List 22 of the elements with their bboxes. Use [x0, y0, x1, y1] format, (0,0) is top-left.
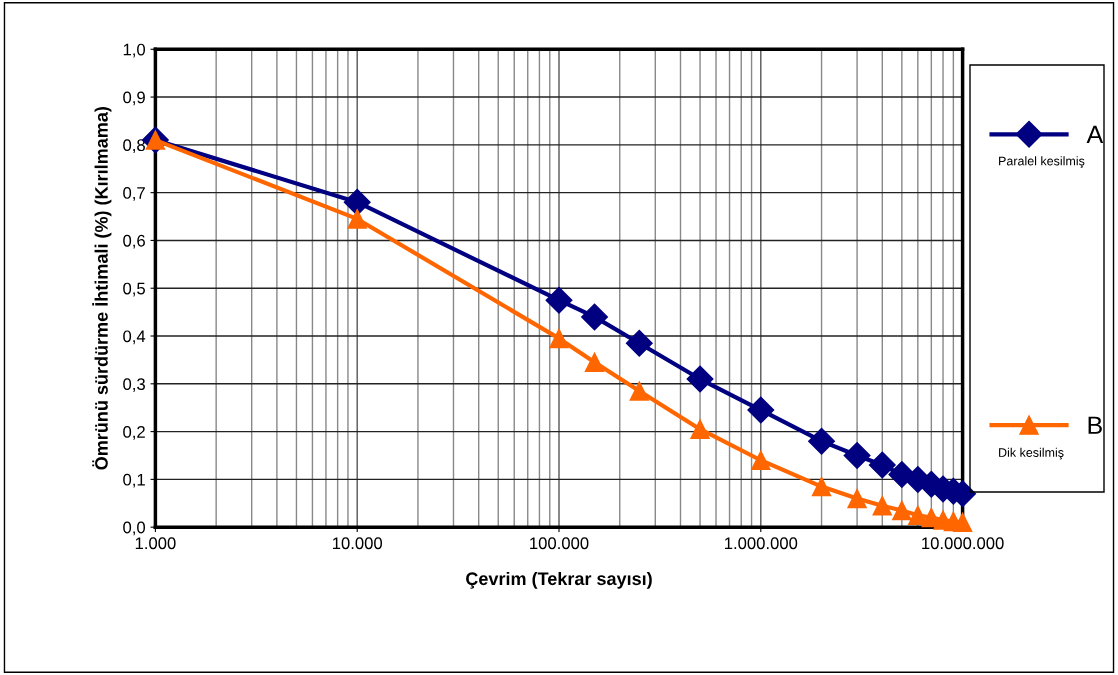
x-tick-label: 10.000.000: [922, 537, 1004, 550]
text: Paralel kesilmiş: [999, 156, 1085, 168]
y-tick-label: 0,2: [123, 426, 145, 440]
x-tick-label: 1.000.000: [725, 537, 798, 550]
y-tick-label: 0,9: [123, 91, 145, 106]
y-tick-label: 0,7: [123, 187, 145, 201]
y-tick-label: 1,0: [123, 43, 146, 58]
y-tick-label: 0,8: [123, 139, 145, 154]
x-tick-label: 100.000: [530, 537, 589, 550]
y-tick-label: 0,6: [123, 234, 145, 249]
x-tick-label: 1.000: [135, 537, 176, 550]
y-tick-label: 0,4: [123, 330, 146, 345]
y-tick-label: 0,3: [123, 378, 145, 392]
x-axis-title: Çevrim (Tekrar sayısı): [466, 571, 652, 589]
y-tick-label: 0,5: [123, 282, 145, 297]
legend-label: A: [1086, 125, 1104, 144]
text: Dik kesilmiş: [999, 447, 1064, 460]
y-tick-label: 0,0: [123, 521, 146, 536]
legend-label: B: [1088, 416, 1102, 434]
y-axis-title: Ömrünü sürdürme İhtimali (%) (Kırılmama): [92, 107, 112, 470]
x-tick-label: 10.000: [332, 537, 383, 550]
y-tick-label: 0,1: [123, 473, 145, 488]
